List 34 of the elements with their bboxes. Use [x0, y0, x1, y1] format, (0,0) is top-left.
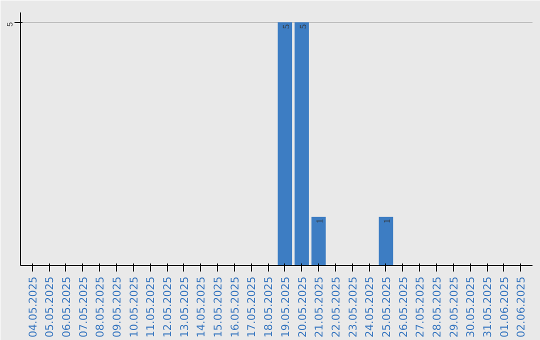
- x-tick-label: 19.05.2025: [278, 276, 292, 338]
- x-tick-label: 20.05.2025: [296, 276, 309, 338]
- x-tick-label: 31.05.2025: [481, 276, 494, 338]
- x-tick-label: 22.05.2025: [329, 276, 342, 338]
- data-label: 5: [282, 24, 292, 29]
- x-tick-label: 13.05.2025: [178, 276, 191, 338]
- x-tick-label: 30.05.2025: [464, 276, 478, 338]
- x-tick-label: 28.05.2025: [430, 276, 444, 338]
- data-label: 1: [316, 218, 326, 224]
- x-tick-label: 23.05.2025: [346, 276, 360, 338]
- x-tick-label: 16.05.2025: [228, 276, 242, 338]
- x-tick-label: 08.05.2025: [94, 276, 107, 338]
- x-tick-label: 25.05.2025: [380, 276, 393, 338]
- x-tick-label: 10.05.2025: [127, 276, 140, 338]
- x-tick-label: 01.06.2025: [498, 276, 511, 338]
- x-tick-label: 12.05.2025: [161, 276, 174, 338]
- x-tick-label: 26.05.2025: [396, 276, 410, 338]
- x-tick-label: 02.06.2025: [514, 276, 528, 338]
- x-tick-label: 24.05.2025: [363, 276, 376, 338]
- data-label: 5: [298, 24, 309, 29]
- data-label: 1: [382, 218, 393, 224]
- x-tick-label: 04.05.2025: [26, 276, 40, 338]
- x-tick-label: 06.05.2025: [60, 276, 73, 338]
- x-tick-label: 17.05.2025: [245, 276, 258, 338]
- x-tick-label: 07.05.2025: [76, 276, 90, 338]
- x-tick-label: 21.05.2025: [312, 276, 326, 338]
- x-tick-label: 18.05.2025: [262, 276, 276, 338]
- x-tick-label: 29.05.2025: [447, 276, 460, 338]
- x-tick-label: 05.05.2025: [43, 276, 56, 338]
- x-tick-label: 09.05.2025: [110, 276, 124, 338]
- x-tick-label: 15.05.2025: [212, 276, 225, 338]
- x-tick-label: 27.05.2025: [414, 276, 427, 338]
- x-tick-label: 14.05.2025: [194, 276, 208, 338]
- x-tick-label: 11.05.2025: [144, 276, 158, 338]
